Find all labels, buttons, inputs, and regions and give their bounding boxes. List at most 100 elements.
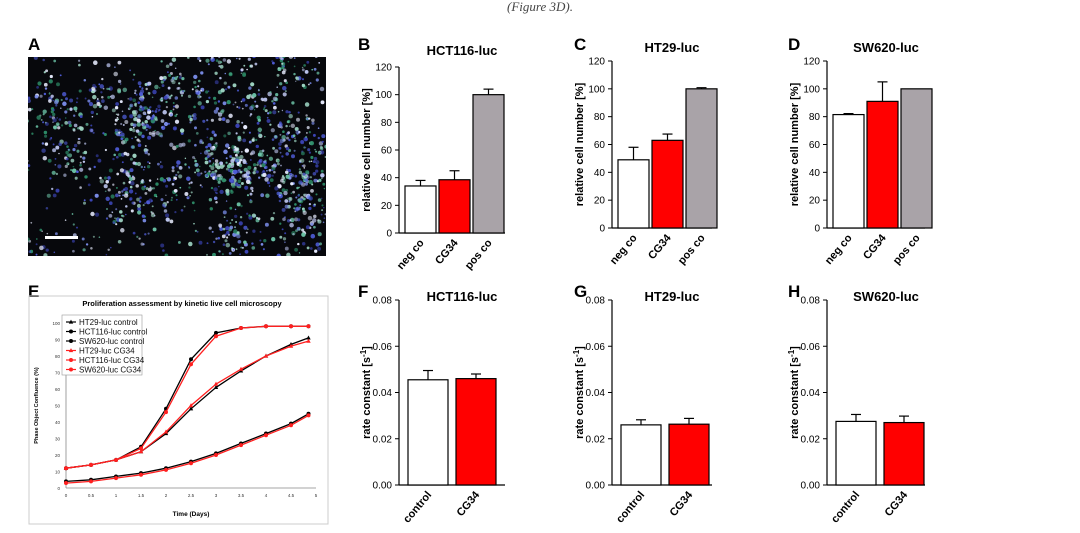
x-tick-label: neg co bbox=[395, 237, 427, 272]
y-tick-label: 30 bbox=[55, 437, 61, 442]
x-tick-label: CG34 bbox=[433, 237, 461, 267]
y-tick-label: 0.00 bbox=[586, 481, 606, 492]
y-axis-label: rate constant [s-1] bbox=[787, 346, 802, 439]
data-point bbox=[288, 343, 294, 348]
legend-entry: HCT116-luc CG34 bbox=[79, 356, 145, 365]
data-point bbox=[89, 479, 93, 484]
y-tick-label: 0.00 bbox=[801, 481, 821, 492]
data-point bbox=[114, 476, 118, 481]
x-tick-label: 4.5 bbox=[288, 493, 295, 498]
y-tick-label: 100 bbox=[803, 84, 820, 95]
y-tick-label: 0.08 bbox=[586, 296, 606, 307]
y-tick-label: 70 bbox=[55, 371, 61, 376]
legend-entry: HCT116-luc control bbox=[79, 328, 148, 337]
x-tick-label: 2 bbox=[165, 493, 168, 498]
y-tick-label: 0.06 bbox=[586, 342, 606, 353]
x-tick-label: CG34 bbox=[883, 489, 911, 519]
data-point bbox=[188, 403, 194, 408]
legend-entry: HT29-luc control bbox=[79, 318, 138, 327]
x-tick-label: control bbox=[614, 489, 647, 525]
y-tick-label: 120 bbox=[375, 63, 392, 74]
y-tick-label: 100 bbox=[375, 90, 392, 101]
cell-cluster bbox=[28, 57, 326, 256]
y-axis-label: relative cell number [%] bbox=[789, 82, 801, 206]
x-tick-label: pos co bbox=[463, 237, 495, 272]
bar-cg34 bbox=[668, 423, 710, 486]
bar-control bbox=[407, 379, 449, 486]
legend-entry: SW620-luc control bbox=[79, 337, 145, 346]
y-axis-label: rate constant [s-1] bbox=[572, 346, 587, 439]
x-tick-label: 2.5 bbox=[188, 493, 195, 498]
x-axis-label: Time (Days) bbox=[173, 511, 210, 518]
y-axis-label-sup: -1 bbox=[359, 349, 368, 357]
legend-marker bbox=[69, 367, 73, 372]
y-tick-label: 0.04 bbox=[373, 388, 393, 399]
legend-marker bbox=[69, 329, 73, 334]
y-tick-label: 20 bbox=[55, 453, 61, 458]
data-point bbox=[239, 443, 243, 448]
y-tick-label: 0.04 bbox=[586, 388, 606, 399]
x-tick-label: 0.5 bbox=[88, 493, 95, 498]
bar-control bbox=[620, 424, 662, 486]
data-point bbox=[188, 406, 194, 411]
y-tick-label: 80 bbox=[809, 112, 821, 123]
y-tick-label: 120 bbox=[803, 57, 820, 68]
y-tick-label: 40 bbox=[594, 168, 606, 179]
data-point bbox=[164, 410, 168, 415]
y-tick-label: 0.04 bbox=[801, 388, 821, 399]
data-point bbox=[213, 381, 219, 386]
bar-neg-co bbox=[617, 159, 650, 229]
data-point bbox=[289, 324, 293, 329]
data-point bbox=[114, 457, 118, 462]
chart-title: SW620-luc bbox=[853, 40, 919, 55]
header-fragment: (Figure 3D). bbox=[507, 0, 573, 14]
x-tick-label: neg co bbox=[823, 232, 855, 267]
data-point bbox=[64, 481, 68, 486]
legend-marker bbox=[69, 358, 73, 362]
y-tick-label: 100 bbox=[52, 321, 60, 326]
data-point bbox=[238, 366, 244, 371]
bar-neg-co bbox=[832, 113, 865, 229]
data-point bbox=[306, 413, 311, 418]
panel-letter: C bbox=[574, 35, 586, 54]
data-point bbox=[164, 467, 168, 472]
x-tick-label: CG34 bbox=[861, 232, 889, 262]
bar-cg34 bbox=[883, 421, 925, 486]
panel-c: C HT29-luc 0 20 40 60 80 100 120 relative cell nu… bbox=[574, 35, 718, 267]
y-tick-label: 20 bbox=[809, 196, 821, 207]
y-tick-label: 90 bbox=[55, 338, 61, 343]
chart-title: HCT116-luc bbox=[427, 43, 498, 58]
y-tick-label: 20 bbox=[381, 201, 393, 212]
panel-letter: E bbox=[28, 282, 39, 301]
series-line bbox=[65, 413, 309, 483]
y-axis-label-sup: -1 bbox=[572, 349, 581, 357]
data-point bbox=[139, 446, 143, 451]
data-point bbox=[264, 433, 268, 438]
y-axis-label-tail: ] bbox=[361, 346, 373, 350]
data-point bbox=[214, 334, 218, 339]
panel-letter: G bbox=[574, 282, 587, 301]
y-tick-label: 40 bbox=[55, 420, 61, 425]
y-tick-label: 0.02 bbox=[373, 434, 393, 445]
panel-h: H SW620-luc 0.00 0.02 0.04 0.06 0.08 rate const… bbox=[787, 282, 925, 525]
x-tick-label: CG34 bbox=[455, 489, 483, 519]
x-tick-label: control bbox=[401, 489, 434, 525]
panel-letter: F bbox=[358, 282, 368, 301]
panel-letter: D bbox=[788, 35, 800, 54]
data-point bbox=[263, 353, 269, 358]
data-point bbox=[89, 462, 93, 467]
data-point bbox=[306, 338, 311, 343]
panel-letter: B bbox=[358, 35, 370, 54]
x-tick-label: 1.5 bbox=[138, 493, 145, 498]
y-tick-label: 0.08 bbox=[801, 296, 821, 307]
panel-f: F HCT116-luc 0.00 0.02 0.04 0.06 0.08 rate cons… bbox=[358, 282, 505, 525]
panel-b: B HCT116-luc 0 20 40 60 80 100 120 relative cell … bbox=[358, 35, 505, 272]
data-point bbox=[289, 423, 293, 428]
y-tick-label: 40 bbox=[381, 173, 393, 184]
bar-cg34 bbox=[866, 100, 899, 229]
x-tick-label: 4 bbox=[265, 493, 268, 498]
bar-neg-co bbox=[404, 185, 437, 234]
x-tick-label: CG34 bbox=[646, 232, 674, 262]
